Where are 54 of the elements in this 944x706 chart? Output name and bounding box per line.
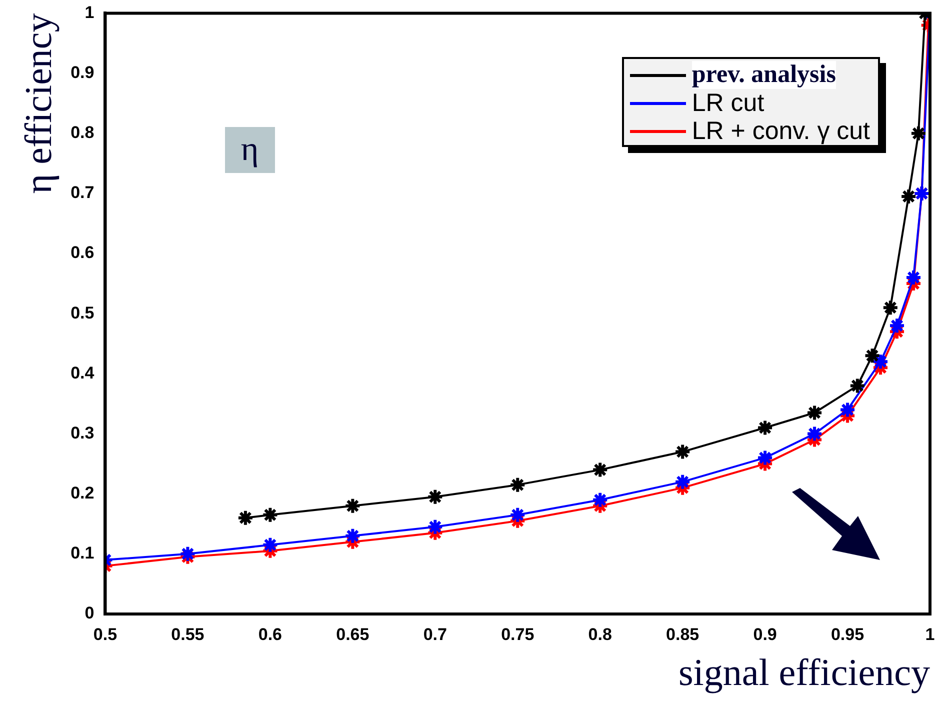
y-tick-label: 0.5 — [70, 303, 94, 322]
point — [806, 425, 824, 442]
point — [910, 124, 927, 142]
legend-label: LR cut — [692, 89, 764, 118]
y-tick-label: 0.3 — [70, 423, 94, 442]
point — [592, 461, 609, 478]
point — [426, 488, 444, 506]
point — [262, 506, 279, 524]
point — [888, 317, 906, 334]
x-tick-label: 0.7 — [423, 624, 447, 644]
x-axis-title: signal efficiency — [678, 652, 930, 694]
x-tick-label: 0.65 — [336, 624, 370, 644]
point — [839, 401, 856, 418]
point — [509, 506, 526, 524]
y-tick-label: 0.4 — [70, 363, 95, 382]
y-tick-label: 0 — [84, 604, 94, 623]
point — [509, 476, 526, 494]
y-tick-label: 0.6 — [70, 243, 94, 262]
x-tick-label: 0.9 — [753, 624, 777, 644]
point — [674, 443, 692, 460]
point — [344, 497, 362, 514]
legend-label: prev. analysis — [692, 61, 836, 90]
x-tick-label: 0.55 — [171, 624, 204, 644]
x-tick-label: 0.6 — [258, 624, 282, 644]
point — [756, 419, 774, 436]
y-tick-label: 0.9 — [70, 62, 94, 82]
point — [905, 269, 922, 286]
point — [179, 545, 196, 562]
y-axis-title: η efficiency — [18, 13, 60, 194]
point — [806, 404, 824, 422]
point — [756, 449, 774, 466]
x-tick-label: 0.8 — [588, 624, 612, 644]
point — [872, 353, 890, 370]
y-tick-label: 0.7 — [70, 183, 94, 202]
legend-label: LR + conv. γ cut — [692, 117, 870, 146]
point — [864, 347, 881, 364]
x-tick-label: 0.85 — [666, 624, 700, 644]
point — [882, 299, 899, 316]
y-tick-label: 0.1 — [70, 544, 94, 563]
point — [426, 518, 444, 536]
point — [262, 536, 279, 554]
y-tick-label: 1 — [84, 2, 94, 22]
y-tick-label: 0.2 — [70, 484, 94, 503]
annotation: η — [224, 127, 275, 174]
point — [236, 509, 254, 526]
x-tick-label: 1 — [925, 624, 935, 644]
y-tick-label: 0.8 — [70, 123, 94, 142]
x-tick-label: 0.95 — [830, 624, 864, 644]
point — [848, 377, 866, 394]
point — [900, 188, 918, 205]
point — [674, 473, 692, 490]
x-tick-label: 0.75 — [501, 624, 534, 644]
point — [592, 491, 609, 508]
point — [344, 527, 362, 544]
